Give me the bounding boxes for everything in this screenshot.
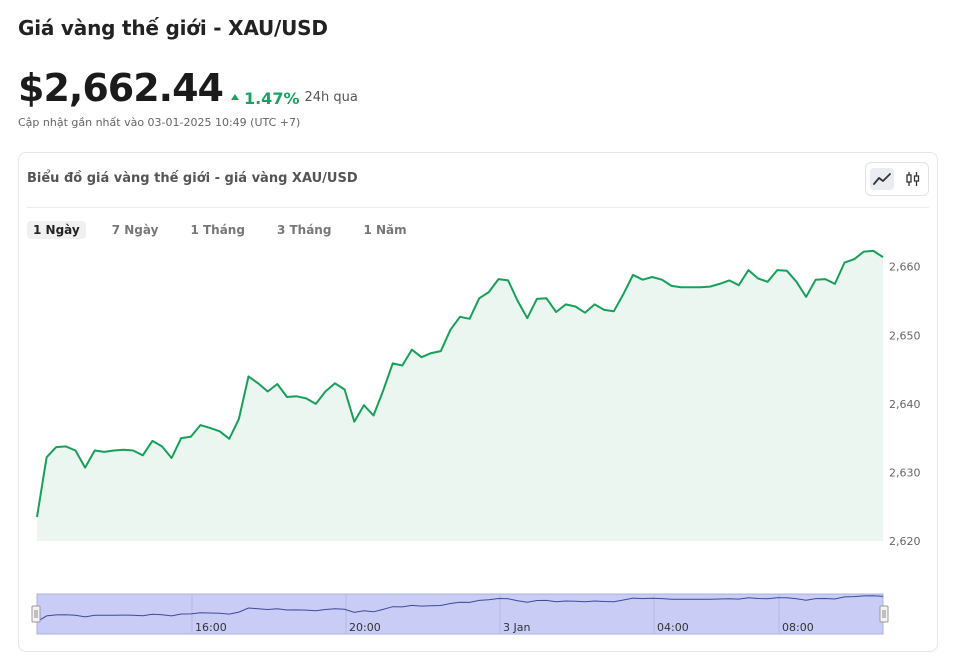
range-tab-3m[interactable]: 3 Tháng xyxy=(276,223,332,237)
time-range-tabs: 1 Ngày 7 Ngày 1 Tháng 3 Tháng 1 Năm xyxy=(27,221,413,239)
candlestick-chart-button[interactable] xyxy=(901,168,925,190)
range-tab-1m[interactable]: 1 Tháng xyxy=(190,223,245,237)
line-chart-icon xyxy=(872,173,891,185)
line-chart-button[interactable] xyxy=(869,168,894,190)
price-summary: $2,662.44 1.47% 24h qua xyxy=(18,66,358,110)
up-arrow-icon xyxy=(230,94,239,100)
page-title: Giá vàng thế giới - XAU/USD xyxy=(18,16,328,40)
range-tab-1d[interactable]: 1 Ngày xyxy=(27,221,86,239)
current-price: $2,662.44 xyxy=(18,66,224,110)
card-divider xyxy=(27,207,929,208)
price-change: 1.47% xyxy=(230,88,300,108)
candlestick-icon xyxy=(905,172,919,186)
change-percent: 1.47% xyxy=(243,88,300,108)
range-tab-1y[interactable]: 1 Năm xyxy=(363,223,407,237)
chart-card-title: Biểu đồ giá vàng thế giới - giá vàng XAU… xyxy=(27,171,358,186)
last-updated: Cập nhật gần nhất vào 03-01-2025 10:49 (… xyxy=(18,116,301,129)
chart-type-toggle xyxy=(865,162,929,196)
change-period: 24h qua xyxy=(304,90,358,105)
range-tab-7d[interactable]: 7 Ngày xyxy=(111,223,159,237)
chart-card: Biểu đồ giá vàng thế giới - giá vàng XAU… xyxy=(18,152,938,652)
